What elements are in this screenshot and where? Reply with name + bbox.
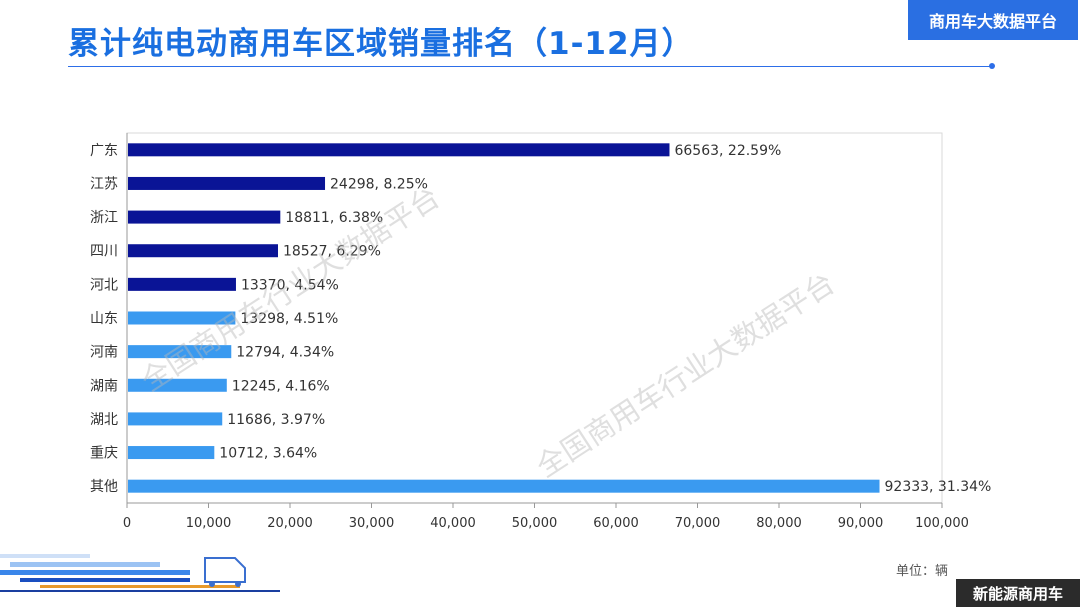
bar-山东 [128, 311, 236, 325]
data-label: 18811, 6.38% [285, 210, 383, 226]
bar-浙江 [128, 210, 281, 224]
bar-广东 [128, 143, 670, 157]
bar-湖北 [128, 412, 223, 426]
watermark-text: 全国商用车行业大数据平台 [530, 266, 840, 484]
x-tick-label: 0 [123, 516, 131, 531]
x-tick-label: 10,000 [186, 516, 232, 531]
data-label: 12245, 4.16% [232, 378, 330, 394]
platform-badge: 商用车大数据平台 [908, 0, 1078, 40]
category-label: 浙江 [90, 210, 118, 226]
title-underline [68, 66, 993, 67]
x-tick-label: 90,000 [838, 516, 884, 531]
data-label: 12794, 4.34% [236, 345, 334, 361]
category-label: 其他 [90, 479, 118, 495]
category-label: 江苏 [90, 176, 118, 192]
x-tick-label: 80,000 [756, 516, 802, 531]
data-label: 18527, 6.29% [283, 244, 381, 260]
page-title: 累计纯电动商用车区域销量排名（1-12月） [68, 26, 694, 62]
bar-四川 [128, 244, 278, 258]
data-label: 13298, 4.51% [240, 311, 338, 327]
x-tick-label: 70,000 [675, 516, 721, 531]
category-label: 河南 [90, 345, 118, 361]
bar-江苏 [128, 176, 326, 190]
category-label: 四川 [90, 244, 118, 260]
unit-label: 单位：辆 [896, 564, 949, 579]
category-label: 河北 [90, 277, 118, 293]
watermark-group: 全国商用车行业大数据平台 全国商用车行业大数据平台 [135, 180, 840, 484]
x-tick-label: 40,000 [430, 516, 476, 531]
x-tick-label: 20,000 [267, 516, 313, 531]
data-label: 10712, 3.64% [219, 446, 317, 462]
x-tick-label: 100,000 [915, 516, 969, 531]
bar-湖南 [128, 378, 227, 392]
title-underline-dot [989, 63, 995, 69]
x-ticks-group: 0 10,000 20,000 30,000 40,000 50,000 60,000 70,… [123, 503, 969, 531]
x-tick-label: 60,000 [593, 516, 639, 531]
bars-group: 广东 66563, 22.59% 江苏 24298, 8.25% 浙江 18811, 6.… [90, 143, 991, 495]
category-label: 湖北 [90, 412, 118, 428]
data-label: 92333, 31.34% [885, 479, 992, 495]
truck-decoration-icon [0, 554, 280, 592]
data-label: 24298, 8.25% [330, 176, 428, 192]
category-label: 广东 [90, 143, 118, 159]
bar-重庆 [128, 446, 215, 460]
category-label: 湖南 [90, 378, 118, 394]
bar-河北 [128, 277, 236, 291]
data-label: 66563, 22.59% [674, 143, 781, 159]
x-tick-label: 50,000 [512, 516, 558, 531]
bar-其他 [128, 479, 880, 493]
data-label: 13370, 4.54% [241, 277, 339, 293]
data-label: 11686, 3.97% [227, 412, 325, 428]
category-label: 山东 [90, 311, 118, 327]
category-label: 重庆 [90, 446, 118, 462]
brand-badge: 新能源商用车 [956, 579, 1080, 607]
x-tick-label: 30,000 [349, 516, 395, 531]
bar-河南 [128, 345, 232, 359]
